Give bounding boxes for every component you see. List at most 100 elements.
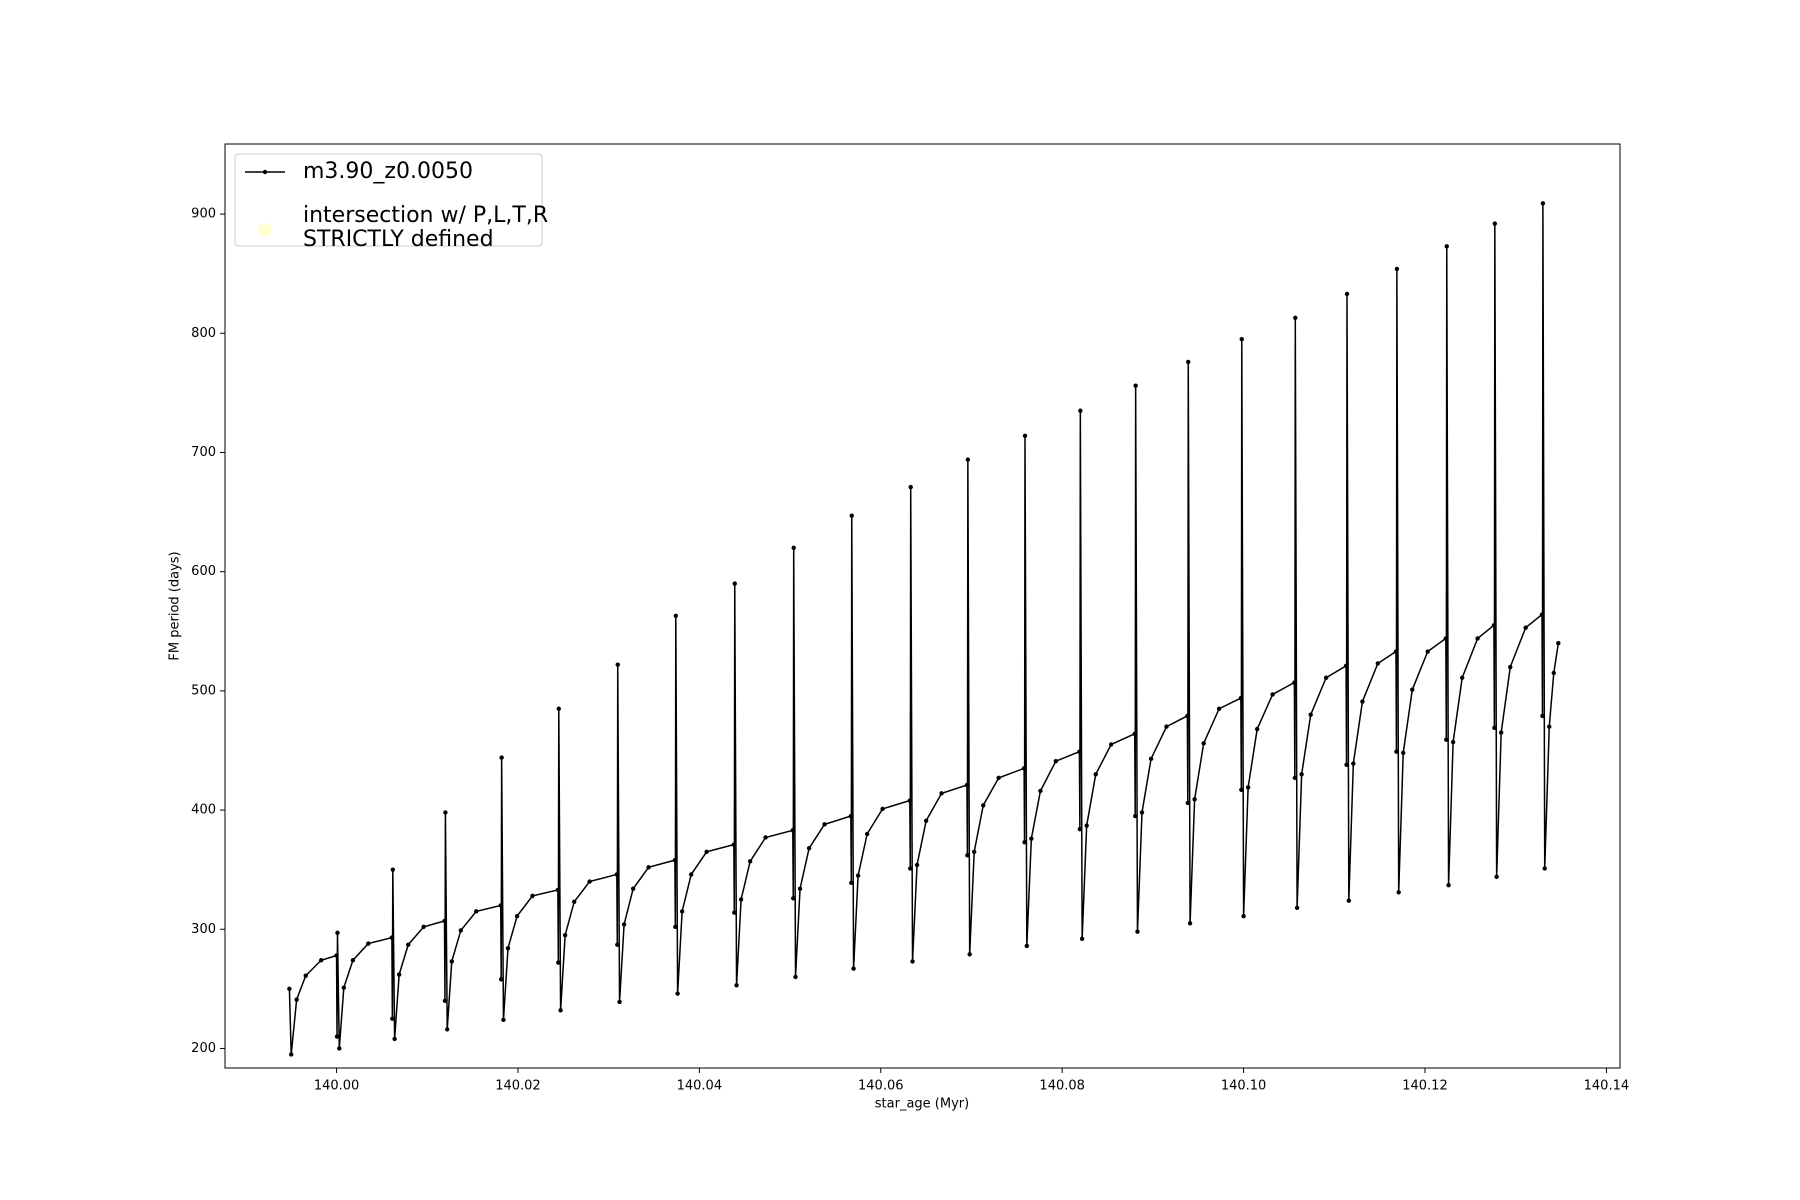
data-point bbox=[1346, 898, 1352, 903]
data-point bbox=[396, 972, 402, 977]
data-point bbox=[907, 798, 913, 803]
data-point bbox=[1444, 737, 1449, 742]
data-point bbox=[996, 775, 1001, 781]
data-point bbox=[1523, 625, 1528, 630]
data-point bbox=[1185, 713, 1190, 719]
data-point bbox=[350, 958, 356, 963]
data-point bbox=[443, 810, 448, 815]
data-point bbox=[1551, 670, 1556, 676]
data-point bbox=[1492, 221, 1498, 226]
data-point bbox=[366, 941, 371, 946]
data-point bbox=[1038, 788, 1043, 794]
x-tick-label: 140.02 bbox=[495, 1079, 541, 1094]
data-point bbox=[679, 909, 685, 914]
data-point bbox=[341, 985, 347, 990]
data-point bbox=[849, 880, 854, 885]
data-point bbox=[421, 924, 426, 930]
data-point bbox=[572, 899, 577, 905]
data-point bbox=[689, 872, 694, 877]
data-point bbox=[732, 581, 737, 586]
data-point bbox=[1396, 890, 1401, 895]
data-point bbox=[337, 1046, 342, 1051]
data-point bbox=[965, 457, 971, 462]
data-point bbox=[1443, 636, 1449, 641]
x-tick-label: 140.08 bbox=[1039, 1079, 1085, 1094]
data-point bbox=[791, 896, 796, 901]
x-tick-label: 140.12 bbox=[1402, 1079, 1448, 1094]
y-tick-label: 700 bbox=[191, 445, 216, 460]
data-point bbox=[1022, 840, 1027, 845]
data-point bbox=[499, 755, 504, 760]
y-tick-label: 900 bbox=[191, 207, 216, 222]
data-point bbox=[1299, 772, 1304, 777]
data-point bbox=[630, 886, 636, 891]
data-point bbox=[793, 974, 798, 980]
data-point bbox=[910, 959, 915, 964]
data-point bbox=[791, 545, 796, 551]
data-point bbox=[1294, 905, 1300, 911]
data-point bbox=[1108, 742, 1114, 747]
data-point bbox=[318, 958, 324, 963]
x-tick-label: 140.04 bbox=[677, 1079, 723, 1094]
data-point bbox=[1450, 739, 1456, 745]
data-point bbox=[1375, 661, 1381, 666]
data-point bbox=[1192, 797, 1197, 802]
data-point bbox=[498, 903, 503, 908]
data-point bbox=[747, 859, 753, 864]
data-point bbox=[1292, 775, 1298, 781]
data-point bbox=[763, 835, 768, 840]
data-point bbox=[1135, 929, 1140, 934]
data-point bbox=[617, 999, 622, 1005]
data-point bbox=[1508, 664, 1513, 670]
data-point bbox=[1351, 761, 1356, 766]
data-point bbox=[880, 806, 885, 812]
data-point bbox=[289, 1052, 294, 1057]
data-point bbox=[287, 986, 292, 992]
data-point bbox=[939, 791, 944, 796]
data-point bbox=[1494, 874, 1499, 880]
data-point bbox=[1132, 731, 1137, 736]
y-tick-label: 500 bbox=[191, 683, 216, 698]
data-point bbox=[1491, 623, 1497, 628]
data-point bbox=[442, 918, 447, 924]
data-point bbox=[864, 831, 870, 837]
data-point bbox=[1187, 921, 1193, 926]
legend-box bbox=[234, 153, 543, 247]
data-point bbox=[1308, 712, 1313, 717]
data-point bbox=[621, 922, 627, 927]
data-point bbox=[964, 782, 970, 788]
data-point bbox=[614, 872, 620, 877]
data-point bbox=[738, 897, 744, 902]
data-point bbox=[1201, 741, 1206, 746]
data-point bbox=[1539, 612, 1545, 617]
data-point bbox=[1292, 680, 1297, 685]
data-point bbox=[1084, 823, 1089, 828]
x-tick-label: 140.10 bbox=[1221, 1079, 1267, 1094]
data-point bbox=[1077, 826, 1083, 832]
y-tick-label: 800 bbox=[191, 326, 216, 341]
data-point bbox=[449, 959, 454, 964]
data-point bbox=[855, 873, 861, 878]
data-point bbox=[1293, 315, 1298, 320]
data-point bbox=[1238, 695, 1244, 701]
data-point bbox=[1254, 726, 1260, 732]
data-point bbox=[908, 866, 913, 871]
data-point bbox=[514, 913, 520, 919]
data-point bbox=[672, 857, 678, 863]
data-point bbox=[392, 1036, 397, 1042]
data-point bbox=[972, 849, 977, 854]
data-point bbox=[646, 865, 651, 870]
legend-label: intersection w/ P,L,T,R STRICTLY defined bbox=[303, 203, 548, 252]
data-point bbox=[965, 853, 970, 858]
data-line bbox=[288, 203, 1560, 1055]
y-axis-label: FM period (days) bbox=[168, 551, 183, 660]
data-point bbox=[558, 1008, 563, 1013]
x-axis-label: star_age (Myr) bbox=[875, 1097, 969, 1112]
data-point bbox=[1216, 706, 1222, 711]
legend-marker bbox=[262, 169, 268, 175]
data-point bbox=[914, 862, 920, 868]
data-point bbox=[732, 910, 737, 915]
y-tick-label: 200 bbox=[191, 1041, 216, 1056]
data-point bbox=[389, 935, 395, 940]
data-point bbox=[1475, 636, 1480, 641]
